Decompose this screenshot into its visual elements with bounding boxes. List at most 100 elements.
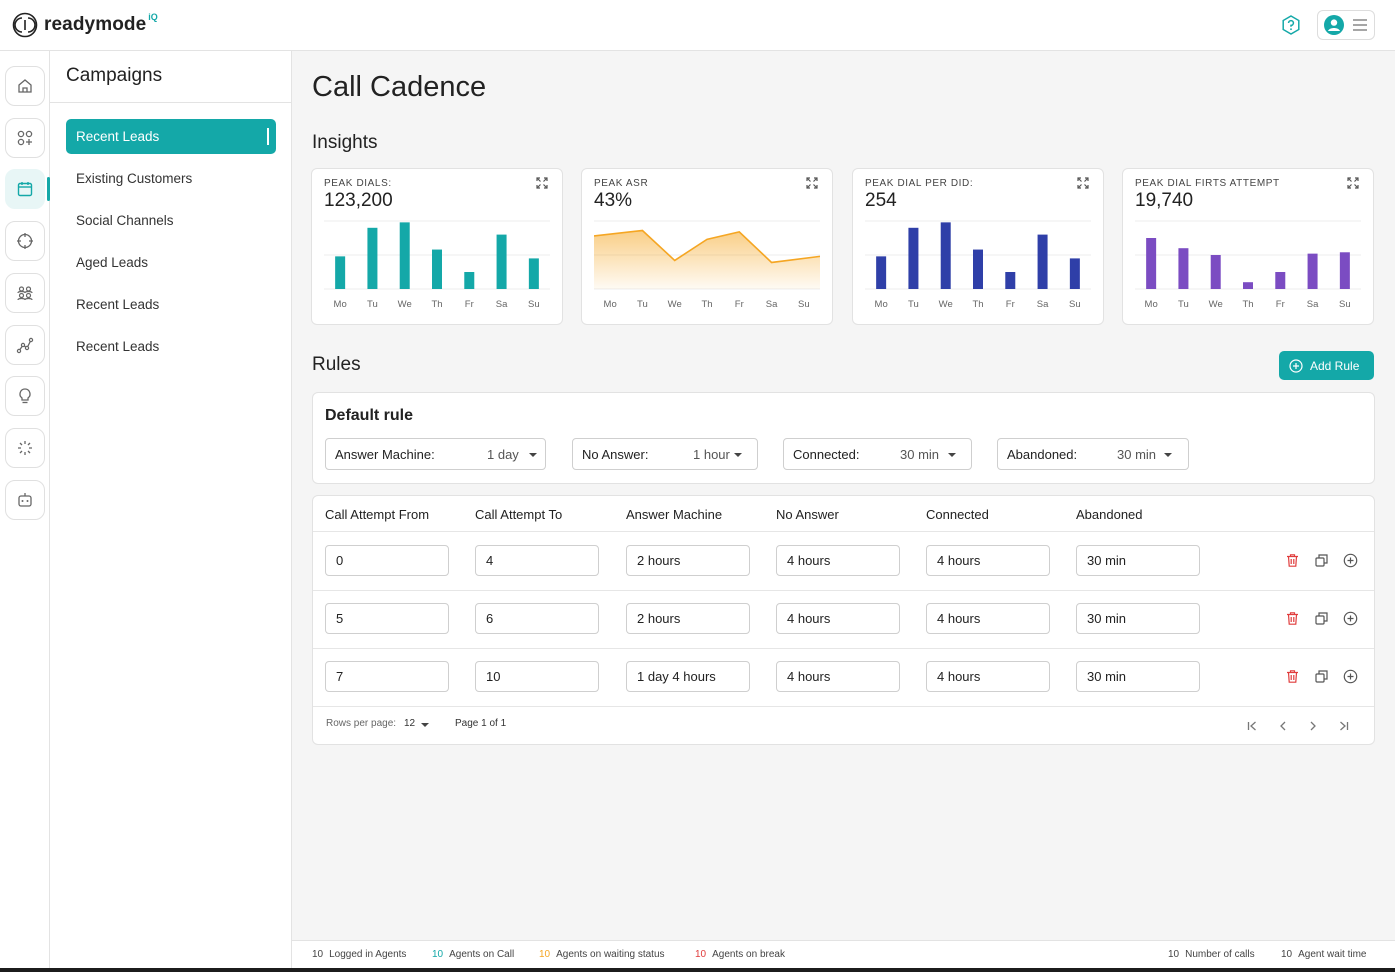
- nav-team-button[interactable]: [5, 273, 45, 313]
- nav-bot-button[interactable]: [5, 480, 45, 520]
- attempt-from-input[interactable]: 5: [325, 603, 449, 634]
- footer-label: Agents on break: [712, 949, 785, 960]
- add-circle-icon[interactable]: [1343, 611, 1358, 626]
- footer-label: Agents on Call: [449, 949, 515, 960]
- nav-apps-button[interactable]: [5, 118, 45, 158]
- divider: [313, 590, 1374, 591]
- peak-asr-chart: Mo Tu We Th Fr Sa Su: [594, 220, 820, 310]
- duplicate-icon[interactable]: [1314, 611, 1329, 626]
- expand-icon[interactable]: [806, 177, 818, 189]
- chart-bar: [496, 234, 507, 289]
- rows-per-page-select[interactable]: 12: [404, 718, 416, 729]
- trash-icon[interactable]: [1285, 553, 1300, 568]
- abandoned-input[interactable]: 30 min: [1076, 545, 1200, 576]
- attempt-to-input[interactable]: 10: [475, 661, 599, 692]
- no-answer-input[interactable]: 4 hours: [776, 661, 900, 692]
- attempt-to-input[interactable]: 4: [475, 545, 599, 576]
- readymode-logo-icon: [12, 12, 38, 38]
- add-rule-button[interactable]: Add Rule: [1279, 351, 1374, 380]
- campaign-item-existing-customers[interactable]: Existing Customers: [76, 171, 193, 186]
- add-rule-label: Add Rule: [1310, 358, 1360, 373]
- brand-suffix: iQ: [148, 12, 158, 22]
- x-tick-label: Tu: [367, 299, 378, 310]
- nav-ideas-button[interactable]: [5, 376, 45, 416]
- user-menu-button[interactable]: [1317, 10, 1375, 40]
- brand-logo[interactable]: readymode iQ: [12, 12, 158, 38]
- nav-home-button[interactable]: [5, 66, 45, 106]
- answer-machine-input[interactable]: 2 hours: [626, 545, 750, 576]
- expand-icon[interactable]: [536, 177, 548, 189]
- nav-analytics-button[interactable]: [5, 325, 45, 365]
- loader-icon: [18, 441, 32, 455]
- insight-value: 123,200: [324, 190, 393, 211]
- duplicate-icon[interactable]: [1314, 553, 1329, 568]
- campaigns-panel: Campaigns Recent Leads Existing Customer…: [50, 51, 292, 972]
- insight-card-peak-dials: PEAK DIALS: 123,200 Mo Tu We Th Fr Sa Su: [311, 168, 563, 325]
- footer-agents-on-call: 10 Agents on Call: [432, 949, 514, 960]
- x-tick-label: Tu: [637, 299, 648, 310]
- connected-input[interactable]: 4 hours: [926, 661, 1050, 692]
- rail-active-indicator: [47, 177, 50, 201]
- rules-table: Call Attempt From Call Attempt To Answer…: [312, 495, 1375, 745]
- select-value: 1 day: [487, 447, 519, 462]
- select-label: Abandoned:: [1007, 447, 1078, 462]
- expand-icon[interactable]: [1347, 177, 1359, 189]
- prev-page-icon[interactable]: [1277, 720, 1289, 732]
- campaign-item-recent-leads-3[interactable]: Recent Leads: [76, 339, 160, 354]
- answer-machine-input[interactable]: 2 hours: [626, 603, 750, 634]
- x-tick-label: We: [398, 299, 412, 310]
- add-circle-icon[interactable]: [1343, 669, 1358, 684]
- last-page-icon[interactable]: [1338, 720, 1350, 732]
- x-tick-label: Su: [1069, 299, 1081, 310]
- chevron-down-icon: [734, 453, 742, 457]
- footer-agents-on-break: 10 Agents on break: [695, 949, 785, 960]
- analytics-icon: [16, 337, 34, 354]
- chevron-down-icon[interactable]: [421, 723, 429, 727]
- chevron-down-icon: [948, 453, 956, 457]
- answer-machine-select[interactable]: Answer Machine: 1 day: [325, 438, 546, 470]
- x-tick-label: Sa: [496, 299, 508, 310]
- abandoned-input[interactable]: 30 min: [1076, 603, 1200, 634]
- add-circle-icon[interactable]: [1343, 553, 1358, 568]
- attempt-to-input[interactable]: 6: [475, 603, 599, 634]
- campaign-item-recent-leads-2[interactable]: Recent Leads: [76, 297, 160, 312]
- chart-bar: [1037, 234, 1048, 289]
- nav-loading-button[interactable]: [5, 428, 45, 468]
- column-header: Connected: [926, 507, 989, 522]
- campaign-item-social-channels[interactable]: Social Channels: [76, 213, 174, 228]
- abandoned-select[interactable]: Abandoned: 30 min: [997, 438, 1189, 470]
- campaign-item-aged-leads[interactable]: Aged Leads: [76, 255, 149, 270]
- connected-input[interactable]: 4 hours: [926, 545, 1050, 576]
- trash-icon[interactable]: [1285, 611, 1300, 626]
- answer-machine-input[interactable]: 1 day 4 hours: [626, 661, 750, 692]
- attempt-from-input[interactable]: 0: [325, 545, 449, 576]
- connected-select[interactable]: Connected: 30 min: [783, 438, 972, 470]
- footer-label: Agent wait time: [1298, 949, 1367, 960]
- chart-bar: [1210, 255, 1221, 289]
- help-icon[interactable]: [1281, 15, 1301, 35]
- connected-input[interactable]: 4 hours: [926, 603, 1050, 634]
- column-header: Answer Machine: [626, 507, 723, 522]
- no-answer-input[interactable]: 4 hours: [776, 545, 900, 576]
- x-tick-label: Th: [431, 299, 442, 310]
- no-answer-select[interactable]: No Answer: 1 hour: [572, 438, 758, 470]
- chart-line: [594, 229, 820, 264]
- first-page-icon[interactable]: [1246, 720, 1258, 732]
- next-page-icon[interactable]: [1307, 720, 1319, 732]
- nav-calendar-button[interactable]: [5, 169, 45, 209]
- x-tick-label: Sa: [1037, 299, 1049, 310]
- nav-target-button[interactable]: [5, 221, 45, 261]
- x-tick-label: We: [939, 299, 953, 310]
- column-header: Call Attempt To: [475, 507, 563, 522]
- campaign-item-recent-leads[interactable]: Recent Leads: [66, 119, 276, 154]
- select-value: 30 min: [900, 447, 940, 462]
- plus-circle-icon: [1289, 358, 1303, 373]
- duplicate-icon[interactable]: [1314, 669, 1329, 684]
- expand-icon[interactable]: [1077, 177, 1089, 189]
- no-answer-input[interactable]: 4 hours: [776, 603, 900, 634]
- peak-dial-first-attempt-chart: Mo Tu We Th Fr Sa Su: [1135, 220, 1361, 310]
- abandoned-input[interactable]: 30 min: [1076, 661, 1200, 692]
- trash-icon[interactable]: [1285, 669, 1300, 684]
- chart-bar: [973, 249, 983, 289]
- attempt-from-input[interactable]: 7: [325, 661, 449, 692]
